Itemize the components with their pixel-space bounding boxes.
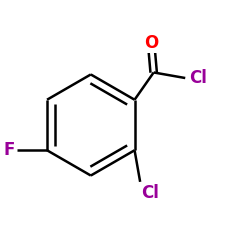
Text: O: O (144, 34, 158, 52)
Text: Cl: Cl (189, 69, 207, 87)
Text: Cl: Cl (142, 184, 159, 202)
Text: F: F (4, 141, 15, 159)
